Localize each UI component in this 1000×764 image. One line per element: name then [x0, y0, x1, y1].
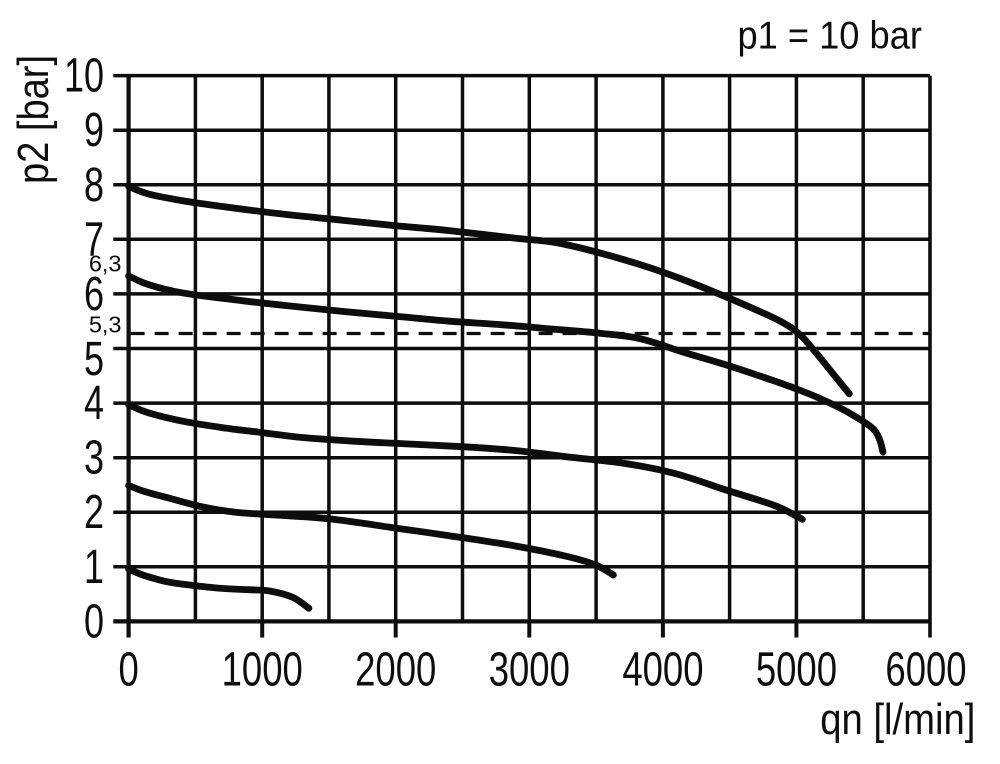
- svg-text:4000: 4000: [622, 643, 703, 697]
- svg-text:2000: 2000: [355, 643, 436, 697]
- svg-text:2: 2: [84, 485, 104, 538]
- svg-text:3000: 3000: [489, 643, 570, 697]
- svg-text:qn [l/min]: qn [l/min]: [820, 695, 975, 744]
- svg-text:9: 9: [84, 103, 104, 156]
- svg-text:p1 = 10 bar: p1 = 10 bar: [738, 13, 922, 56]
- svg-text:5,3: 5,3: [89, 312, 122, 338]
- svg-text:6: 6: [84, 267, 104, 320]
- svg-text:1000: 1000: [222, 643, 303, 697]
- svg-text:4: 4: [84, 376, 104, 429]
- svg-text:6,3: 6,3: [89, 251, 122, 277]
- svg-text:7: 7: [84, 212, 104, 265]
- svg-text:5: 5: [84, 332, 104, 385]
- svg-text:0: 0: [118, 643, 138, 697]
- svg-text:0: 0: [84, 594, 104, 647]
- svg-text:5000: 5000: [756, 643, 837, 697]
- svg-text:1: 1: [84, 540, 104, 593]
- svg-text:3: 3: [84, 431, 104, 484]
- svg-text:6000: 6000: [885, 643, 966, 697]
- svg-text:p2 [bar]: p2 [bar]: [8, 55, 57, 184]
- svg-text:8: 8: [84, 158, 104, 211]
- svg-text:10: 10: [64, 49, 104, 102]
